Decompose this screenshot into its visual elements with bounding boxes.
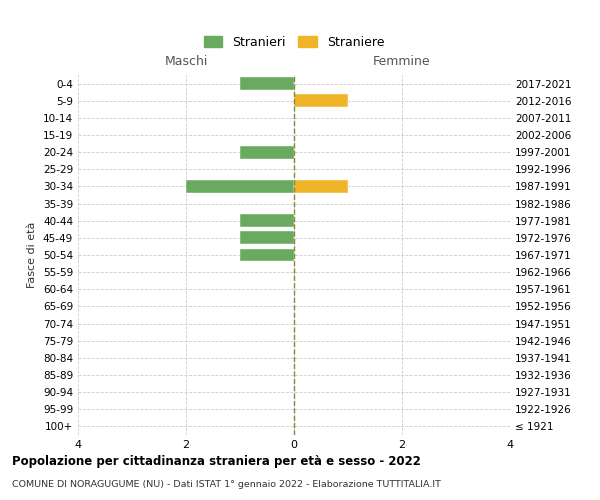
Bar (240, 232, 294, 244)
Bar (240, 248, 294, 262)
Bar (294, 180, 348, 193)
Text: Maschi: Maschi (164, 55, 208, 68)
Text: COMUNE DI NORAGUGUME (NU) - Dati ISTAT 1° gennaio 2022 - Elaborazione TUTTITALIA: COMUNE DI NORAGUGUME (NU) - Dati ISTAT 1… (12, 480, 441, 489)
Bar (240, 214, 294, 227)
Y-axis label: Fasce di età: Fasce di età (28, 222, 37, 288)
Text: Femmine: Femmine (373, 55, 431, 68)
Bar (294, 94, 348, 107)
Text: Popolazione per cittadinanza straniera per età e sesso - 2022: Popolazione per cittadinanza straniera p… (12, 455, 421, 468)
Legend: Stranieri, Straniere: Stranieri, Straniere (199, 31, 389, 54)
Bar (186, 180, 294, 193)
Bar (240, 77, 294, 90)
Bar (240, 146, 294, 158)
